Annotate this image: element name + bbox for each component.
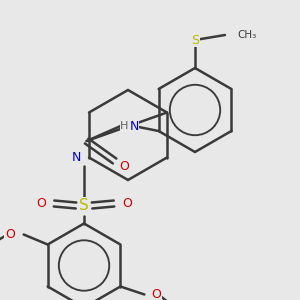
Text: S: S: [191, 34, 199, 46]
Text: H: H: [120, 121, 129, 131]
Text: CH₃: CH₃: [237, 30, 256, 40]
Text: O: O: [36, 197, 46, 210]
Text: O: O: [5, 228, 15, 241]
Text: S: S: [79, 198, 89, 213]
Text: O: O: [152, 288, 161, 300]
Text: O: O: [122, 197, 132, 210]
Text: N: N: [129, 119, 139, 133]
Text: O: O: [120, 160, 130, 172]
Text: N: N: [72, 151, 81, 164]
